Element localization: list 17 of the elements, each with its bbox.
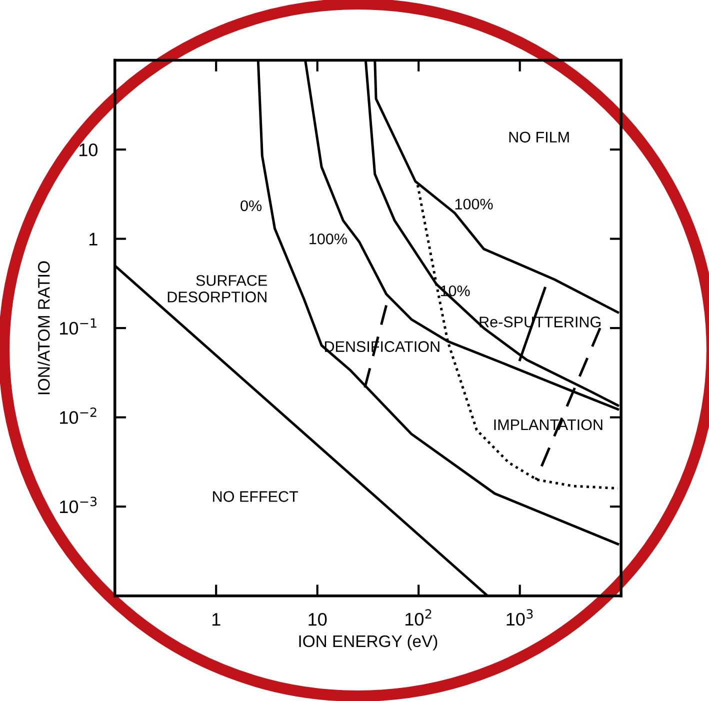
x-tick-label: 10$^{3}$ (506, 609, 533, 626)
annotation: 100% (455, 198, 493, 210)
x-axis-title: ION ENERGY (eV) (299, 634, 438, 650)
x-tick-label: 1 (212, 613, 220, 626)
x-tick-label: 10$^{2}$ (406, 609, 432, 626)
y-tick-label: 10$^{−2}$ (60, 407, 96, 424)
annotation: SURFACE DESORPTION (168, 275, 267, 302)
y-tick-label: 10$^{−1}$ (60, 318, 96, 335)
y-tick-label: 1 (90, 232, 98, 246)
annotation: NO EFFECT (213, 491, 298, 502)
y-tick-label: 10$^{−3}$ (60, 496, 97, 514)
annotation: 0% (240, 200, 262, 212)
annotation: 100% (310, 234, 347, 244)
y-tick-label: 10 (79, 143, 98, 156)
y-axis-title: ION/ATOM RATIO (38, 261, 50, 394)
x-tick-label: 10 (308, 612, 327, 626)
annotation: NO FILM (509, 132, 569, 143)
